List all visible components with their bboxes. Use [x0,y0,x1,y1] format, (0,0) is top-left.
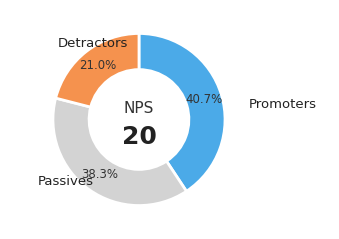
Text: Detractors: Detractors [57,37,127,50]
Text: 20: 20 [122,125,156,149]
Wedge shape [53,98,186,206]
Text: NPS: NPS [124,101,154,116]
Wedge shape [56,33,139,107]
Wedge shape [139,33,225,191]
Text: Promoters: Promoters [249,98,317,110]
Text: 38.3%: 38.3% [81,168,118,181]
Text: 40.7%: 40.7% [185,93,223,106]
Text: 21.0%: 21.0% [79,59,116,72]
Text: Passives: Passives [38,175,94,188]
